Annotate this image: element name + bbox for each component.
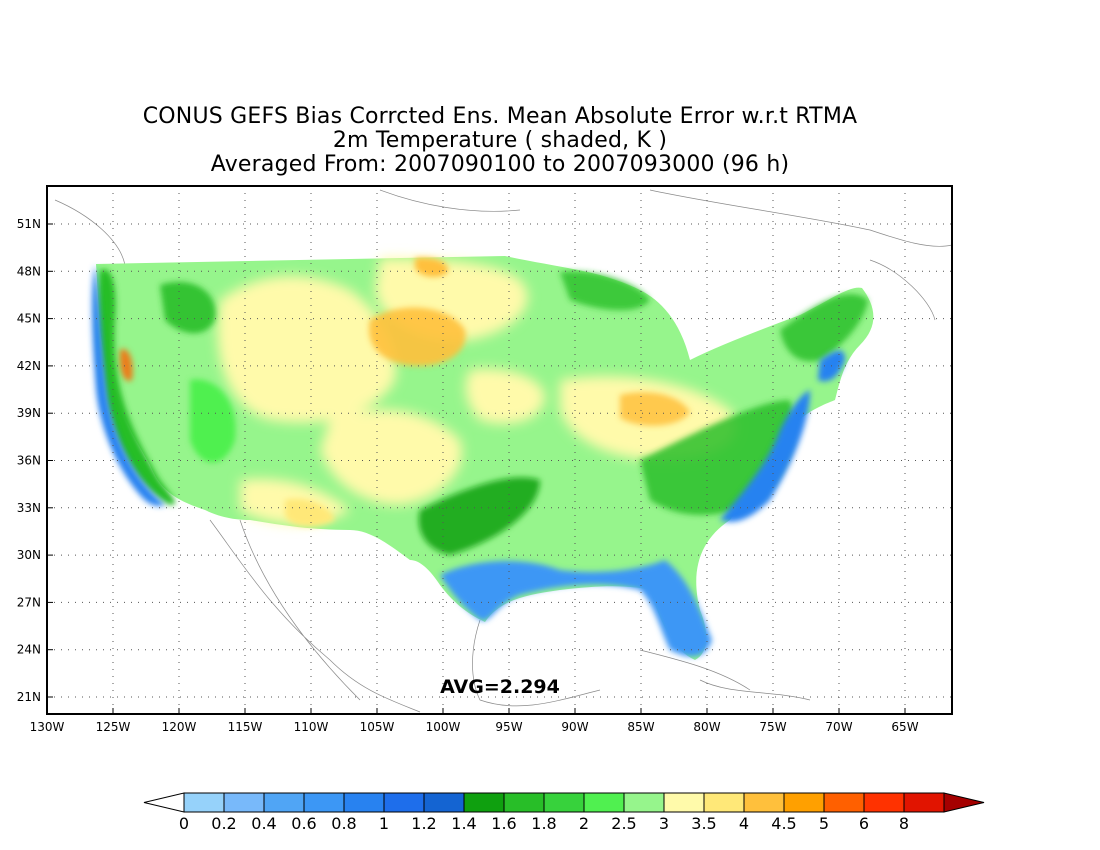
colorbar-box — [383, 792, 425, 813]
lon-tick-label: 75W — [759, 720, 786, 734]
colorbar-level-label: 1.2 — [411, 814, 436, 833]
colorbar-box — [583, 792, 625, 813]
lon-tick-label: 120W — [162, 720, 197, 734]
colorbar-level-label: 0.4 — [251, 814, 276, 833]
colorbar-box — [663, 792, 705, 813]
lon-tick-label: 115W — [228, 720, 263, 734]
lon-tick-label: 95W — [495, 720, 522, 734]
colorbar-box — [423, 792, 465, 813]
colorbar-over-triangle — [943, 792, 985, 813]
colorbar-level-label: 0.8 — [331, 814, 356, 833]
colorbar-box — [183, 792, 225, 813]
colorbar-level-label: 1.4 — [451, 814, 476, 833]
title-line-2: 2m Temperature ( shaded, K ) — [332, 128, 668, 153]
colorbar-level-label: 1 — [379, 814, 389, 833]
lat-tick-label: 24N — [17, 643, 41, 657]
colorbar-box — [823, 792, 865, 813]
lat-tick-label: 30N — [17, 548, 41, 562]
colorbar-box — [543, 792, 585, 813]
colorbar-level-label: 8 — [899, 814, 909, 833]
colorbar-box — [303, 792, 345, 813]
latitude-axis: 21N 24N 27N 30N 33N 36N 39N 42N 45N 48N 51N — [17, 217, 53, 704]
lat-tick-label: 27N — [17, 595, 41, 609]
colorbar-box — [903, 792, 945, 813]
colorbar-level-label: 1.8 — [531, 814, 556, 833]
colorbar-box — [783, 792, 825, 813]
lat-tick-label: 21N — [17, 690, 41, 704]
lon-tick-label: 130W — [30, 720, 65, 734]
colorbar: 0 0.2 0.4 0.6 0.8 1 1.2 1.4 1.6 1.8 2 2.5 3 3.5 4 4.5 5 6… — [143, 792, 985, 833]
colorbar-level-label: 0 — [179, 814, 189, 833]
lat-tick-label: 39N — [17, 406, 41, 420]
map-frame — [46, 185, 953, 715]
basemap-outlines — [54, 189, 952, 713]
lon-tick-label: 100W — [426, 720, 461, 734]
colorbar-box — [503, 792, 545, 813]
title-line-3: Averaged From: 2007090100 to 2007093000 … — [210, 152, 790, 177]
lat-tick-label: 48N — [17, 264, 41, 278]
colorbar-level-label: 0.6 — [291, 814, 316, 833]
colorbar-level-label: 3 — [659, 814, 669, 833]
colorbar-level-label: 4 — [739, 814, 749, 833]
average-annotation: AVG=2.294 — [440, 676, 560, 698]
lat-tick-label: 42N — [17, 359, 41, 373]
colorbar-box — [263, 792, 305, 813]
colorbar-box — [463, 792, 505, 813]
colorbar-box — [343, 792, 385, 813]
colorbar-box — [863, 792, 905, 813]
lon-tick-label: 125W — [96, 720, 131, 734]
colorbar-box — [623, 792, 665, 813]
longitude-axis: 130W 125W 120W 115W 110W 105W 100W 95W 90W 85W 80W… — [30, 708, 919, 734]
conus-shaded-field — [92, 256, 874, 660]
lon-tick-label: 110W — [294, 720, 329, 734]
colorbar-level-label: 5 — [819, 814, 829, 833]
lat-tick-label: 51N — [17, 217, 41, 231]
lon-tick-label: 105W — [360, 720, 395, 734]
lat-tick-label: 36N — [17, 454, 41, 468]
colorbar-level-label: 2 — [579, 814, 589, 833]
lon-tick-label: 90W — [561, 720, 588, 734]
colorbar-level-label: 0.2 — [211, 814, 236, 833]
colorbar-level-label: 4.5 — [771, 814, 796, 833]
colorbar-level-label: 3.5 — [691, 814, 716, 833]
lon-tick-label: 70W — [825, 720, 852, 734]
lon-tick-label: 80W — [693, 720, 720, 734]
colorbar-level-label: 2.5 — [611, 814, 636, 833]
colorbar-level-label: 6 — [859, 814, 869, 833]
colorbar-box — [703, 792, 745, 813]
title-line-1: CONUS GEFS Bias Corrcted Ens. Mean Absol… — [142, 104, 858, 129]
lat-tick-label: 33N — [17, 501, 41, 515]
lon-tick-label: 65W — [891, 720, 918, 734]
colorbar-box — [223, 792, 265, 813]
colorbar-level-label: 1.6 — [491, 814, 516, 833]
lon-tick-label: 85W — [627, 720, 654, 734]
colorbar-box — [743, 792, 785, 813]
lat-tick-label: 45N — [17, 312, 41, 326]
colorbar-under-triangle — [143, 792, 185, 813]
